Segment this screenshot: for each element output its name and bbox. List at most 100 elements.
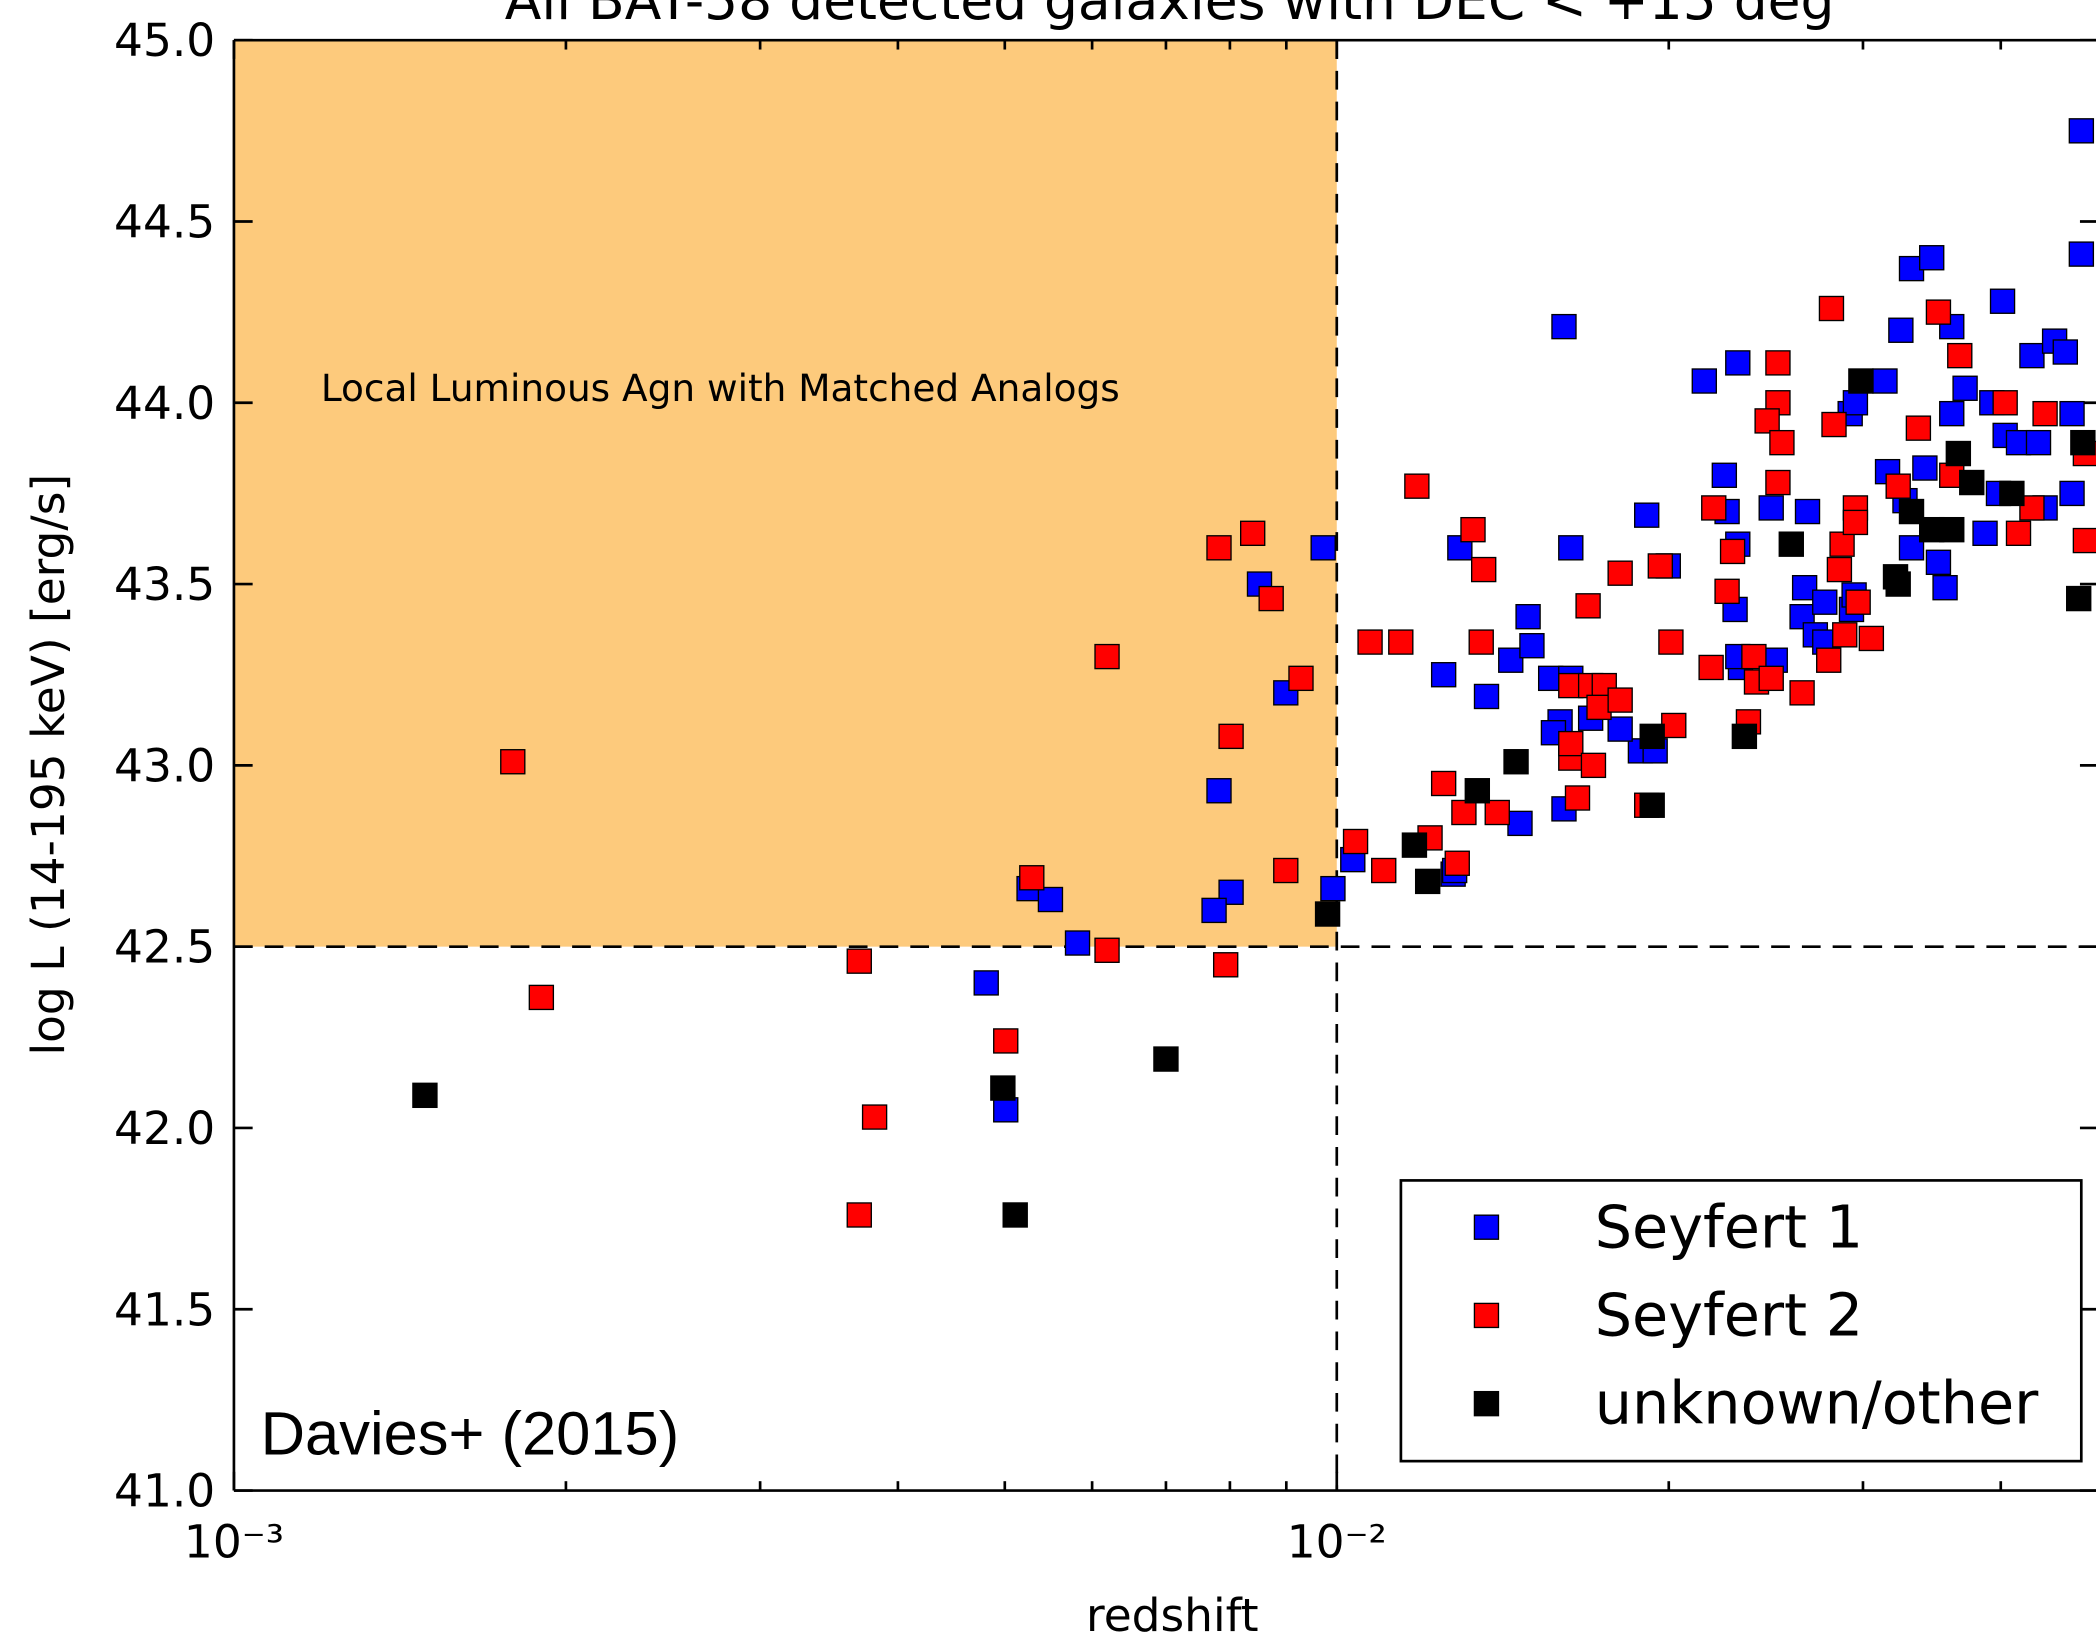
data-point (1206, 778, 1232, 804)
data-point (861, 1104, 888, 1130)
data-point (1320, 875, 1346, 902)
data-point (1388, 629, 1414, 655)
data-point (1414, 868, 1441, 895)
data-point (1094, 643, 1120, 670)
data-point (1451, 799, 1477, 826)
data-point (1206, 535, 1232, 561)
data-point (1842, 390, 1869, 416)
data-point (1999, 480, 2025, 507)
data-point (1919, 245, 1945, 271)
data-point (1714, 578, 1740, 605)
data-point (1558, 730, 1584, 757)
y-tick-label: 45.0 (114, 14, 215, 67)
data-point (1273, 857, 1299, 884)
data-point (1925, 549, 1952, 576)
x-axis-label: redshift (1086, 1589, 1259, 1639)
region-layer (233, 40, 2096, 1491)
data-point (993, 1097, 1019, 1123)
data-point (1888, 317, 1914, 343)
data-point (846, 948, 872, 974)
data-point (2068, 118, 2095, 144)
data-point (990, 1075, 1016, 1101)
data-point (1468, 629, 1494, 655)
data-point (1812, 589, 1838, 615)
data-point (1829, 531, 1855, 557)
legend-label: Seyfert 2 (1595, 1280, 1864, 1349)
x-tick-label: 10⁻³ (184, 1515, 284, 1568)
data-point (2019, 342, 2045, 369)
y-tick-label: 44.0 (114, 377, 215, 430)
data-point (1551, 313, 1577, 340)
data-point (1842, 509, 1869, 536)
data-point (1239, 520, 1266, 547)
data-point (1634, 502, 1660, 528)
y-tick-label: 44.5 (114, 196, 215, 249)
y-axis-label: log L (14-195 keV) [erg/s] (22, 474, 75, 1056)
data-point (1691, 368, 1717, 394)
data-point (1754, 408, 1780, 434)
data-point (1507, 810, 1533, 837)
legend-marker (1473, 1214, 1500, 1240)
data-point (1731, 723, 1758, 750)
data-point (1959, 469, 1985, 496)
data-point (1258, 585, 1284, 612)
data-point (1314, 901, 1341, 927)
legend: Seyfert 1 Seyfert 2 unknown/other (1399, 1179, 2083, 1463)
data-point (1769, 429, 1795, 456)
data-point (1758, 665, 1784, 692)
data-point (1357, 629, 1383, 655)
data-point (1444, 850, 1470, 876)
data-point (1872, 368, 1898, 394)
y-tick-label: 43.5 (114, 558, 215, 611)
data-point (2052, 339, 2078, 365)
data-point (1794, 498, 1821, 525)
data-point (1885, 473, 1911, 499)
data-point (1719, 538, 1746, 565)
data-point (1816, 647, 1842, 673)
data-point (2005, 520, 2032, 547)
data-point (1404, 473, 1430, 499)
data-point (1989, 288, 2016, 314)
x-tick-label: 10⁻² (1287, 1515, 1387, 1568)
data-point (1153, 1046, 1179, 1072)
y-tick-label: 42.5 (114, 921, 215, 974)
data-point (1826, 556, 1853, 583)
annotation: Local Luminous Agn with Matched Analogs (321, 366, 1120, 410)
legend-label: Seyfert 1 (1595, 1192, 1864, 1261)
data-point (1725, 350, 1751, 376)
data-point (1832, 622, 1858, 648)
data-point (1575, 593, 1601, 619)
data-point (1939, 313, 1965, 340)
data-point (2066, 585, 2092, 612)
data-point (1607, 560, 1633, 586)
data-point (1992, 390, 2018, 416)
data-point (1607, 716, 1633, 742)
data-point (1464, 778, 1491, 804)
data-point (1064, 930, 1091, 956)
data-point (1430, 770, 1457, 797)
data-point (1639, 792, 1665, 818)
data-point (1939, 516, 1965, 543)
legend-marker (1473, 1390, 1500, 1417)
data-point (846, 1202, 872, 1228)
data-point (1932, 574, 1958, 601)
data-point (1460, 516, 1486, 543)
data-point (1972, 520, 1998, 547)
data-point (2059, 480, 2085, 507)
axis-layer: 41.0 41.5 42.0 42.5 43.0 43.5 44.0 44.5 45.0 10⁻³… (114, 14, 2096, 1568)
data-point (1288, 665, 1314, 692)
y-tick-label: 41.5 (114, 1283, 215, 1336)
data-point (1765, 350, 1791, 376)
marks-layer (412, 118, 2096, 1228)
data-point (1661, 712, 1687, 739)
data-point (1925, 299, 1952, 325)
data-point (1564, 785, 1591, 811)
data-point (1858, 625, 1885, 652)
data-point (2032, 400, 2058, 427)
data-point (500, 749, 526, 775)
data-point (1898, 498, 1925, 525)
y-tick-label: 43.0 (114, 739, 215, 792)
data-point (1845, 589, 1871, 615)
data-point (1498, 647, 1524, 673)
